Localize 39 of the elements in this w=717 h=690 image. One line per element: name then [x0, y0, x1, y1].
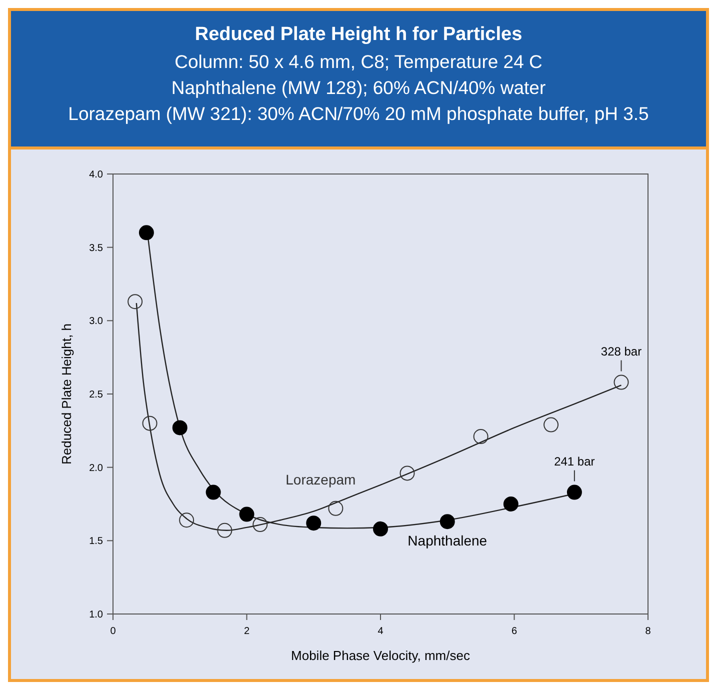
- annotation: 241 bar: [554, 454, 595, 468]
- series-label: Lorazepam: [286, 471, 356, 488]
- x-tick-label: 0: [110, 626, 116, 637]
- point: [239, 506, 254, 522]
- point: [566, 484, 582, 500]
- x-axis-title: Mobile Phase Velocity, mm/sec: [291, 648, 470, 663]
- y-tick-label: 1.5: [89, 536, 104, 548]
- x-tick-label: 2: [244, 626, 250, 637]
- point: [440, 514, 455, 530]
- point: [128, 294, 143, 310]
- point: [179, 512, 194, 528]
- point: [142, 416, 158, 431]
- y-tick-label: 4.0: [89, 170, 104, 180]
- x-tick-label: 8: [645, 626, 652, 637]
- point: [206, 484, 221, 500]
- point: [544, 417, 559, 432]
- point: [252, 517, 268, 532]
- point: [138, 225, 154, 240]
- y-tick-label: 2.5: [89, 390, 104, 400]
- point: [217, 522, 232, 538]
- point: [373, 521, 388, 536]
- point: [306, 516, 322, 531]
- series-label: Naphthalene: [408, 532, 488, 549]
- y-tick-label: 3.5: [89, 242, 104, 254]
- chart-title: Reduced Plate Height h for Particles: [194, 24, 522, 45]
- point: [400, 466, 415, 481]
- point: [503, 496, 518, 512]
- annotation: 328 bar: [600, 344, 642, 358]
- point: [614, 374, 629, 390]
- chart-subtitle: Column: 50 x 4.6 mm, C8; Temperature 24 C Naphthalene (MW 128); 60% ACN/40% water Lorazepam (MW 321): 30% ACN/70% 20 mM phosphate buffer, pH 3.5: [68, 51, 649, 124]
- y-tick-label: 1.0: [89, 610, 104, 620]
- x-tick-label: 6: [511, 626, 518, 637]
- y-axis-title: Reduced Plate Height, h: [59, 324, 74, 464]
- y-tick-label: 2.0: [89, 462, 104, 474]
- x-tick-label: 4: [378, 626, 384, 637]
- point: [172, 420, 188, 436]
- y-tick-label: 3.0: [89, 316, 104, 328]
- point: [328, 500, 344, 516]
- point: [473, 429, 488, 444]
